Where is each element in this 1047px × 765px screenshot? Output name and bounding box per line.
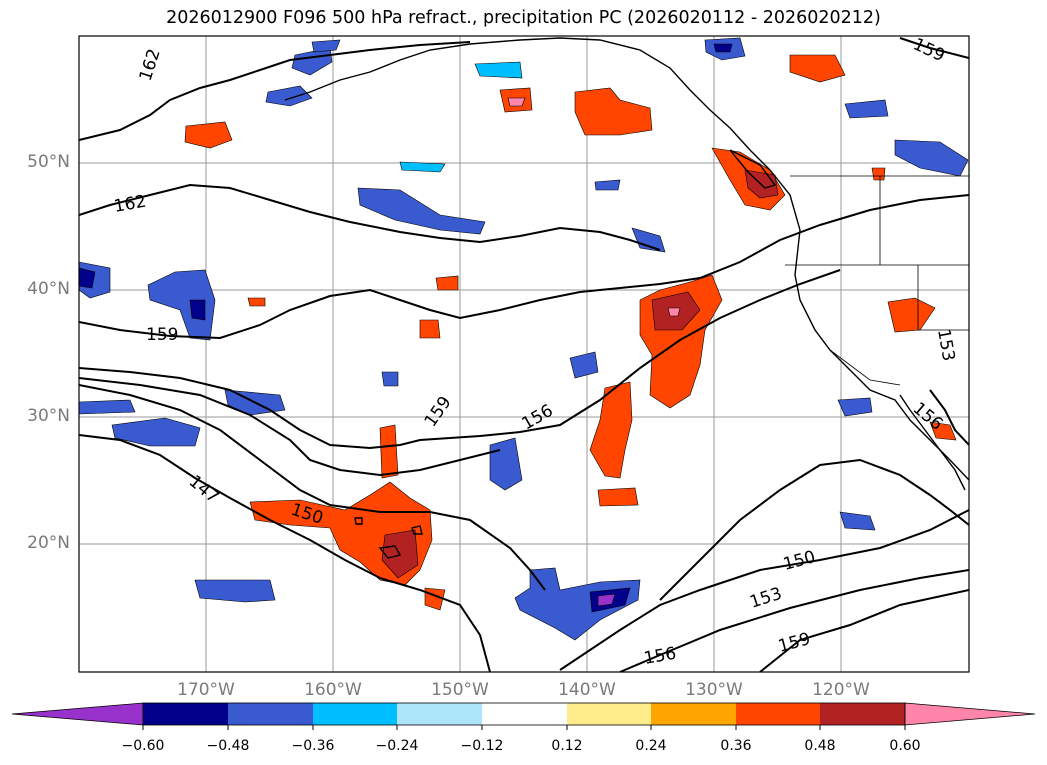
coastline-baja <box>899 394 966 491</box>
precip-area <box>589 381 633 479</box>
colorbar-frame <box>142 702 906 726</box>
colorbar <box>11 702 1036 730</box>
colorbar-tick-label: −0.60 <box>121 738 165 754</box>
precip-area <box>871 167 886 181</box>
precip-area <box>594 179 621 191</box>
coastlines <box>284 37 969 559</box>
precip-area <box>474 61 523 79</box>
precip-area <box>929 421 957 441</box>
contour-162 <box>79 183 661 251</box>
precip-area <box>111 417 201 447</box>
lon-label-160w: 160°W <box>304 680 362 700</box>
contour-150 <box>79 384 546 591</box>
contour-156 <box>79 269 841 450</box>
colorbar-segment <box>736 703 820 725</box>
lat-label-50n: 50°N <box>27 152 70 172</box>
negative-precip-areas <box>79 37 969 641</box>
precip-area <box>194 579 276 603</box>
colorbar-tick-label: 0.12 <box>551 738 583 754</box>
colorbar-segment <box>313 703 397 725</box>
precip-area <box>247 297 266 307</box>
contour-162-north <box>79 41 471 141</box>
contour-159-north <box>899 37 969 59</box>
precip-area <box>837 397 873 417</box>
precip-area <box>887 297 936 333</box>
colorbar-extend-left <box>11 702 144 726</box>
precip-area <box>79 267 96 289</box>
contour-153-east <box>659 458 969 601</box>
map-frame <box>78 35 970 673</box>
precip-area <box>184 121 233 149</box>
contour-156-east <box>619 569 969 672</box>
precip-area <box>311 39 341 53</box>
lon-label-120w: 120°W <box>812 680 870 700</box>
contour-159-east <box>759 589 969 672</box>
lon-label-170w: 170°W <box>177 680 235 700</box>
precip-area <box>839 511 876 531</box>
precip-area <box>357 187 486 235</box>
border-states <box>785 176 969 386</box>
colorbar-tick-label: −0.24 <box>375 738 419 754</box>
gridlines <box>79 36 969 672</box>
colorbar-extend-right <box>904 702 1036 726</box>
contour-label: 159 <box>146 325 178 345</box>
positive-precip-areas <box>184 54 957 611</box>
precip-area <box>713 43 733 53</box>
lon-label-140w: 140°W <box>558 680 616 700</box>
colorbar-tick-label: −0.36 <box>291 738 335 754</box>
colorbar-segment <box>820 703 905 725</box>
colorbar-tick-label: 0.24 <box>635 738 667 754</box>
colorbar-tick-label: 0.48 <box>804 738 836 754</box>
colorbar-tick-label: −0.48 <box>206 738 250 754</box>
precip-area <box>265 85 313 107</box>
lat-label-40n: 40°N <box>27 279 70 299</box>
precip-area <box>514 567 641 641</box>
colorbar-tick-label: 0.60 <box>889 738 921 754</box>
coastline-hawaii <box>354 517 423 559</box>
colorbar-segment <box>143 703 228 725</box>
contour-159 <box>79 194 969 340</box>
colorbar-segment <box>651 703 736 725</box>
colorbar-ticks <box>142 725 906 730</box>
precip-area <box>189 299 206 321</box>
contour-147 <box>79 434 491 672</box>
precip-area <box>379 424 399 479</box>
colorbar-segment <box>397 703 482 725</box>
lat-label-30n: 30°N <box>27 406 70 426</box>
precip-area <box>631 227 666 253</box>
coastline-vancouver-island <box>729 149 777 189</box>
precip-area <box>597 487 639 507</box>
colorbar-tick-label: −0.12 <box>460 738 504 754</box>
precip-area <box>381 371 399 387</box>
contour-150-east <box>559 509 969 671</box>
contour-156-coast <box>929 389 969 446</box>
map-title: 2026012900 F096 500 hPa refract., precip… <box>166 8 881 28</box>
precip-area <box>597 593 616 607</box>
precip-area <box>667 307 681 317</box>
precip-area <box>435 275 459 291</box>
height-contours <box>79 37 969 672</box>
colorbar-tick-label: 0.36 <box>720 738 752 754</box>
precip-area <box>79 399 136 415</box>
precip-area <box>789 54 846 83</box>
political-borders <box>785 175 969 386</box>
coastline-alaska <box>284 37 771 171</box>
precip-area <box>507 97 526 107</box>
lon-label-130w: 130°W <box>685 680 743 700</box>
precip-area <box>399 161 446 173</box>
lat-label-20n: 20°N <box>27 533 70 553</box>
precip-area <box>844 99 889 119</box>
precip-area <box>147 269 216 341</box>
colorbar-segment <box>567 703 651 725</box>
precip-area <box>574 87 653 136</box>
contour-153 <box>79 377 501 477</box>
colorbar-segment <box>228 703 313 725</box>
lon-label-150w: 150°W <box>431 680 489 700</box>
colorbar-segment <box>482 703 567 725</box>
precip-area <box>419 319 441 339</box>
coastline-north-america <box>769 169 969 481</box>
precip-area <box>569 351 599 379</box>
